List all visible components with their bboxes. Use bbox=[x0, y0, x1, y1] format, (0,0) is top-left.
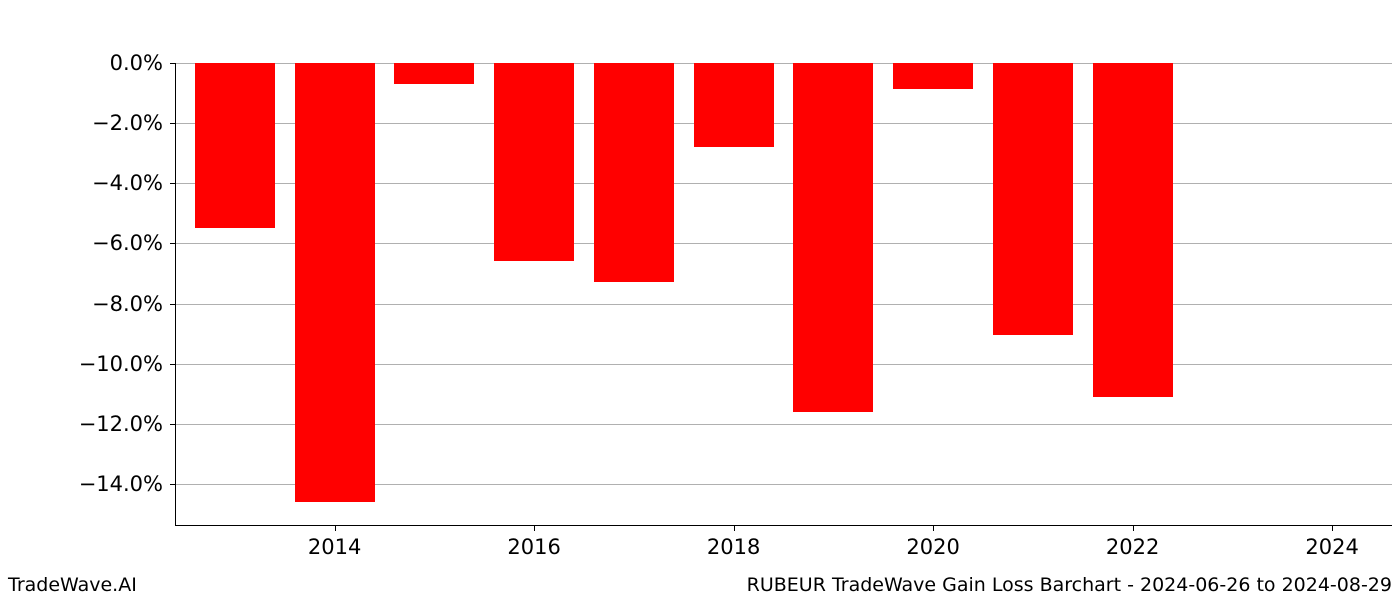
bar bbox=[993, 63, 1073, 335]
bar bbox=[793, 63, 873, 412]
y-tick bbox=[170, 484, 175, 485]
plot-area bbox=[175, 63, 1392, 526]
bar bbox=[195, 63, 275, 228]
spine-bottom bbox=[175, 525, 1392, 526]
x-tick bbox=[534, 526, 535, 531]
y-tick bbox=[170, 364, 175, 365]
bar bbox=[394, 63, 474, 84]
y-tick bbox=[170, 123, 175, 124]
bar bbox=[694, 63, 774, 147]
y-tick-label: −12.0% bbox=[0, 412, 163, 436]
x-tick bbox=[1332, 526, 1333, 531]
watermark-left: TradeWave.AI bbox=[8, 574, 137, 596]
y-tick bbox=[170, 183, 175, 184]
x-tick-label: 2018 bbox=[707, 535, 760, 559]
bar bbox=[594, 63, 674, 282]
bar bbox=[295, 63, 375, 502]
x-tick bbox=[1133, 526, 1134, 531]
y-tick bbox=[170, 424, 175, 425]
y-tick-label: −2.0% bbox=[0, 111, 163, 135]
bar bbox=[1093, 63, 1173, 397]
y-tick-label: −14.0% bbox=[0, 472, 163, 496]
y-tick-label: −6.0% bbox=[0, 231, 163, 255]
y-tick bbox=[170, 243, 175, 244]
y-tick-label: −10.0% bbox=[0, 352, 163, 376]
x-tick-label: 2014 bbox=[308, 535, 361, 559]
x-tick bbox=[335, 526, 336, 531]
x-tick-label: 2024 bbox=[1305, 535, 1358, 559]
chart-container: 0.0% −2.0% −4.0% −6.0% −8.0% −10.0% −12.0% −14.… bbox=[0, 0, 1400, 600]
y-tick-label: 0.0% bbox=[0, 51, 163, 75]
x-tick-label: 2022 bbox=[1106, 535, 1159, 559]
x-tick-label: 2020 bbox=[906, 535, 959, 559]
bar bbox=[494, 63, 574, 261]
y-tick bbox=[170, 63, 175, 64]
x-tick bbox=[734, 526, 735, 531]
y-tick-label: −8.0% bbox=[0, 292, 163, 316]
bar bbox=[893, 63, 973, 89]
x-tick bbox=[933, 526, 934, 531]
spine-left bbox=[175, 63, 176, 526]
x-tick-label: 2016 bbox=[507, 535, 560, 559]
watermark-right: RUBEUR TradeWave Gain Loss Barchart - 20… bbox=[747, 574, 1392, 596]
y-tick bbox=[170, 304, 175, 305]
y-tick-label: −4.0% bbox=[0, 171, 163, 195]
